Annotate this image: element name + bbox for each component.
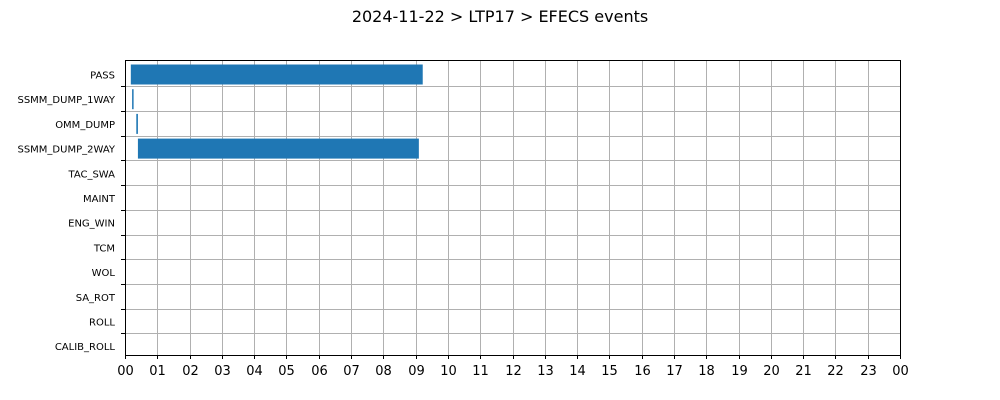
- event-bar-ssmm-dump-2way: [137, 138, 419, 159]
- x-axis: 00 01 02 03 04 05 06 07 08 09 10 11 12 13 14 15 16 17 18 19…: [117, 355, 909, 379]
- x-tick-label: 14: [569, 364, 586, 379]
- x-tick-label: 19: [731, 364, 748, 379]
- x-tick-label: 17: [666, 364, 683, 379]
- x-tick-label: 12: [505, 364, 522, 379]
- y-tick-label: SA_ROT: [76, 293, 116, 304]
- x-tick-label: 18: [698, 364, 715, 379]
- x-tick-label: 01: [149, 364, 166, 379]
- chart-title: 2024-11-22 > LTP17 > EFECS events: [352, 7, 648, 26]
- grid-lines: [125, 60, 901, 355]
- x-tick-label: 02: [182, 364, 199, 379]
- y-tick-label: CALIB_ROLL: [55, 342, 116, 353]
- y-tick-label: MAINT: [83, 194, 116, 205]
- event-bars: [130, 64, 423, 159]
- x-tick-label: 04: [246, 364, 263, 379]
- y-tick-label: TAC_SWA: [67, 169, 115, 180]
- y-tick-label: ROLL: [89, 318, 115, 329]
- y-tick-label: SSMM_DUMP_2WAY: [17, 145, 115, 156]
- y-tick-label: OMM_DUMP: [55, 120, 115, 131]
- y-tick-label: WOL: [92, 268, 116, 279]
- y-tick-label: PASS: [90, 71, 115, 82]
- y-tick-label: SSMM_DUMP_1WAY: [17, 95, 115, 106]
- y-tick-label: TCM: [93, 243, 115, 254]
- x-tick-label: 00: [892, 364, 909, 379]
- event-bar-omm-dump: [136, 113, 138, 134]
- x-tick-label: 10: [440, 364, 457, 379]
- x-tick-label: 11: [472, 364, 489, 379]
- x-tick-label: 20: [763, 364, 780, 379]
- x-tick-label: 16: [634, 364, 651, 379]
- x-tick-label: 05: [278, 364, 295, 379]
- x-tick-label: 06: [311, 364, 328, 379]
- y-tick-label: ENG_WIN: [68, 219, 115, 230]
- x-tick-label: 22: [827, 364, 844, 379]
- x-tick-label: 13: [537, 364, 554, 379]
- x-tick-label: 00: [117, 364, 134, 379]
- x-tick-label: 07: [343, 364, 360, 379]
- x-tick-label: 15: [601, 364, 618, 379]
- event-bar-ssmm-dump-1way: [132, 89, 134, 110]
- x-tick-label: 09: [408, 364, 425, 379]
- event-bar-pass: [130, 64, 423, 85]
- x-tick-label: 23: [860, 364, 877, 379]
- y-axis: PASS SSMM_DUMP_1WAY OMM_DUMP SSMM_DUMP_2WAY…: [17, 71, 125, 353]
- x-tick-label: 08: [375, 364, 392, 379]
- x-tick-label: 21: [795, 364, 812, 379]
- x-tick-label: 03: [214, 364, 231, 379]
